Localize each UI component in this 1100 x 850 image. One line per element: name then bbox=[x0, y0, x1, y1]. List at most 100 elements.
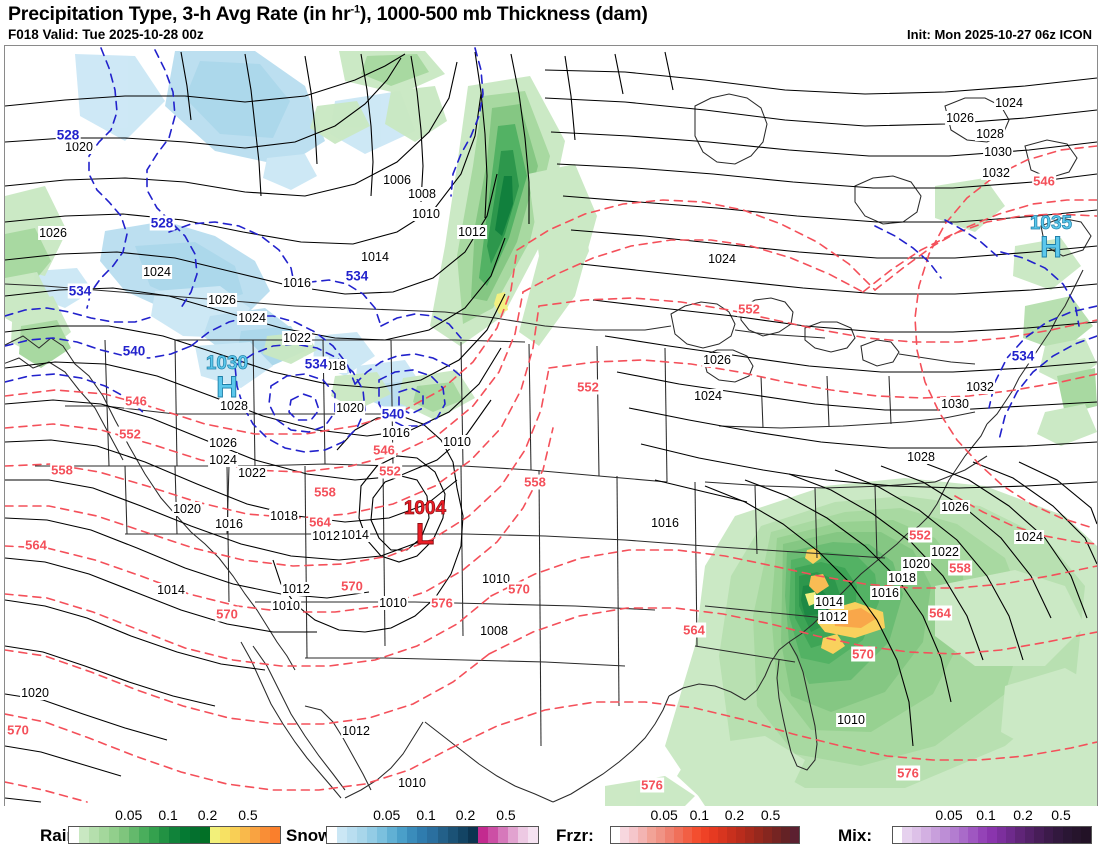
legend-color-swatch bbox=[1062, 827, 1073, 843]
legend-colorbar[interactable] bbox=[892, 826, 1092, 844]
legend-color-swatch bbox=[911, 827, 922, 843]
legend-color-swatch bbox=[977, 827, 988, 843]
legend-color-swatch bbox=[129, 827, 140, 843]
legend-tick-row: 0.05 0.1 0.2 0.5 bbox=[326, 806, 539, 826]
precip-snow-shading bbox=[33, 51, 429, 414]
legend-color-swatch bbox=[99, 827, 110, 843]
map-canvas[interactable]: 1020 1026 1024 1026 1024 1022 1028 1018 1020 1016… bbox=[4, 45, 1098, 807]
legend-tick-row: 0.05 0.1 0.2 0.5 bbox=[892, 806, 1092, 826]
title-tail: ), 1000-500 mb Thickness (dam) bbox=[359, 3, 648, 25]
legend-color-swatch bbox=[745, 827, 755, 843]
legend-color-swatch bbox=[159, 827, 170, 843]
legend-color-swatch bbox=[1034, 827, 1044, 843]
legend-label: Snow: bbox=[286, 826, 337, 845]
legend-color-swatch bbox=[655, 827, 665, 843]
legend-color-swatch bbox=[149, 827, 160, 843]
header: Precipitation Type, 3-h Avg Rate (in hr-… bbox=[0, 0, 1100, 45]
legend-group-snow: Snow: 0.05 0.1 0.2 0.5 bbox=[286, 806, 539, 850]
legend-color-swatch bbox=[477, 827, 488, 843]
geographic-boundaries bbox=[5, 93, 1092, 803]
legend-color-swatch bbox=[637, 827, 647, 843]
legend-color-swatch bbox=[754, 827, 764, 843]
legend-color-swatch bbox=[682, 827, 692, 843]
legend-group-rain: Rain: 0.05 0.1 0.2 0.5 bbox=[40, 806, 281, 850]
legend-group-mix: Mix: 0.05 0.1 0.2 0.5 bbox=[838, 806, 1092, 850]
legend-color-swatch bbox=[1053, 827, 1063, 843]
legend-color-swatch bbox=[507, 827, 518, 843]
init-time-label: Init: Mon 2025-10-27 06z ICON bbox=[907, 27, 1092, 42]
legend-color-swatch bbox=[517, 827, 528, 843]
legend-color-swatch bbox=[527, 827, 538, 843]
legend-color-swatch bbox=[664, 827, 674, 843]
title-exponent: -1 bbox=[350, 3, 361, 16]
legend-color-swatch bbox=[763, 827, 773, 843]
legend-color-swatch bbox=[497, 827, 508, 843]
legend-color-swatch bbox=[447, 827, 458, 843]
thickness-contours-cold bbox=[5, 47, 1097, 453]
legend-color-swatch bbox=[673, 827, 683, 843]
legend-color-swatch bbox=[109, 827, 120, 843]
legend-color-swatch bbox=[367, 827, 378, 843]
legend-label: Mix: bbox=[838, 826, 872, 845]
legend-color-swatch bbox=[417, 827, 428, 843]
legend-color-swatch bbox=[269, 827, 280, 843]
legend-colorbar[interactable] bbox=[610, 826, 800, 844]
legend-tick-label: 0.05 bbox=[373, 807, 401, 823]
legend-tick-label: 0.05 bbox=[115, 807, 143, 823]
precip-type-legend: Rain: 0.05 0.1 0.2 0.5 Snow: 0.05 0.1 0.2 0.5 Frzr… bbox=[0, 806, 1100, 850]
legend-color-swatch bbox=[377, 827, 388, 843]
legend-color-swatch bbox=[337, 827, 348, 843]
title-main: Precipitation Type, 3-h Avg Rate (in hr bbox=[8, 3, 351, 25]
legend-color-swatch bbox=[930, 827, 941, 843]
legend-tick-label: 0.1 bbox=[689, 807, 710, 823]
legend-color-swatch bbox=[219, 827, 230, 843]
legend-color-swatch bbox=[79, 827, 90, 843]
legend-color-swatch bbox=[179, 827, 190, 843]
legend-tick-label: 0.2 bbox=[197, 807, 218, 823]
legend-color-swatch bbox=[691, 827, 701, 843]
legend-tick-label: 0.2 bbox=[1013, 807, 1033, 823]
legend-tick-label: 0.5 bbox=[496, 807, 516, 823]
legend-color-swatch bbox=[467, 827, 478, 843]
legend-tick-label: 0.5 bbox=[760, 807, 781, 823]
legend-colorbar[interactable] bbox=[326, 826, 539, 844]
legend-color-swatch bbox=[987, 827, 997, 843]
thickness-contours-warm bbox=[5, 145, 1097, 803]
legend-color-swatch bbox=[209, 827, 220, 843]
page-title: Precipitation Type, 3-h Avg Rate (in hr-… bbox=[8, 3, 648, 26]
legend-color-swatch bbox=[239, 827, 250, 843]
legend-color-swatch bbox=[407, 827, 418, 843]
legend-tick-label: 0.05 bbox=[935, 807, 963, 823]
legend-color-swatch bbox=[89, 827, 100, 843]
legend-color-swatch bbox=[347, 827, 358, 843]
legend-color-swatch bbox=[968, 827, 978, 843]
legend-color-swatch bbox=[487, 827, 498, 843]
valid-time-label: F018 Valid: Tue 2025-10-28 00z bbox=[8, 27, 204, 42]
legend-color-swatch bbox=[1024, 827, 1035, 843]
legend-color-swatch bbox=[718, 827, 728, 843]
legend-tick-label: 0.5 bbox=[1051, 807, 1071, 823]
legend-tick-row: 0.05 0.1 0.2 0.5 bbox=[610, 806, 800, 826]
legend-tick-label: 0.1 bbox=[416, 807, 436, 823]
legend-color-swatch bbox=[736, 827, 746, 843]
legend-tick-label: 0.1 bbox=[976, 807, 996, 823]
legend-tick-label: 0.2 bbox=[455, 807, 476, 823]
legend-colorbar[interactable] bbox=[68, 826, 281, 844]
legend-tick-row: 0.05 0.1 0.2 0.5 bbox=[68, 806, 281, 826]
legend-color-swatch bbox=[457, 827, 468, 843]
legend-color-swatch bbox=[397, 827, 408, 843]
legend-color-swatch bbox=[229, 827, 240, 843]
legend-color-swatch bbox=[902, 827, 912, 843]
legend-color-swatch bbox=[628, 827, 638, 843]
legend-color-swatch bbox=[611, 827, 620, 843]
legend-color-swatch bbox=[69, 827, 80, 843]
legend-color-swatch bbox=[958, 827, 969, 843]
legend-group-frzr: Frzr: 0.05 0.1 0.2 0.5 bbox=[556, 806, 800, 850]
legend-color-swatch bbox=[700, 827, 710, 843]
legend-color-swatch bbox=[387, 827, 398, 843]
legend-color-swatch bbox=[327, 827, 338, 843]
legend-color-swatch bbox=[1043, 827, 1054, 843]
legend-color-swatch bbox=[893, 827, 903, 843]
legend-color-swatch bbox=[646, 827, 656, 843]
